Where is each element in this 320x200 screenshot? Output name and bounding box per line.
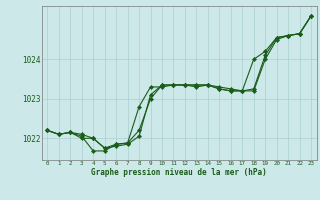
X-axis label: Graphe pression niveau de la mer (hPa): Graphe pression niveau de la mer (hPa) [91, 168, 267, 177]
